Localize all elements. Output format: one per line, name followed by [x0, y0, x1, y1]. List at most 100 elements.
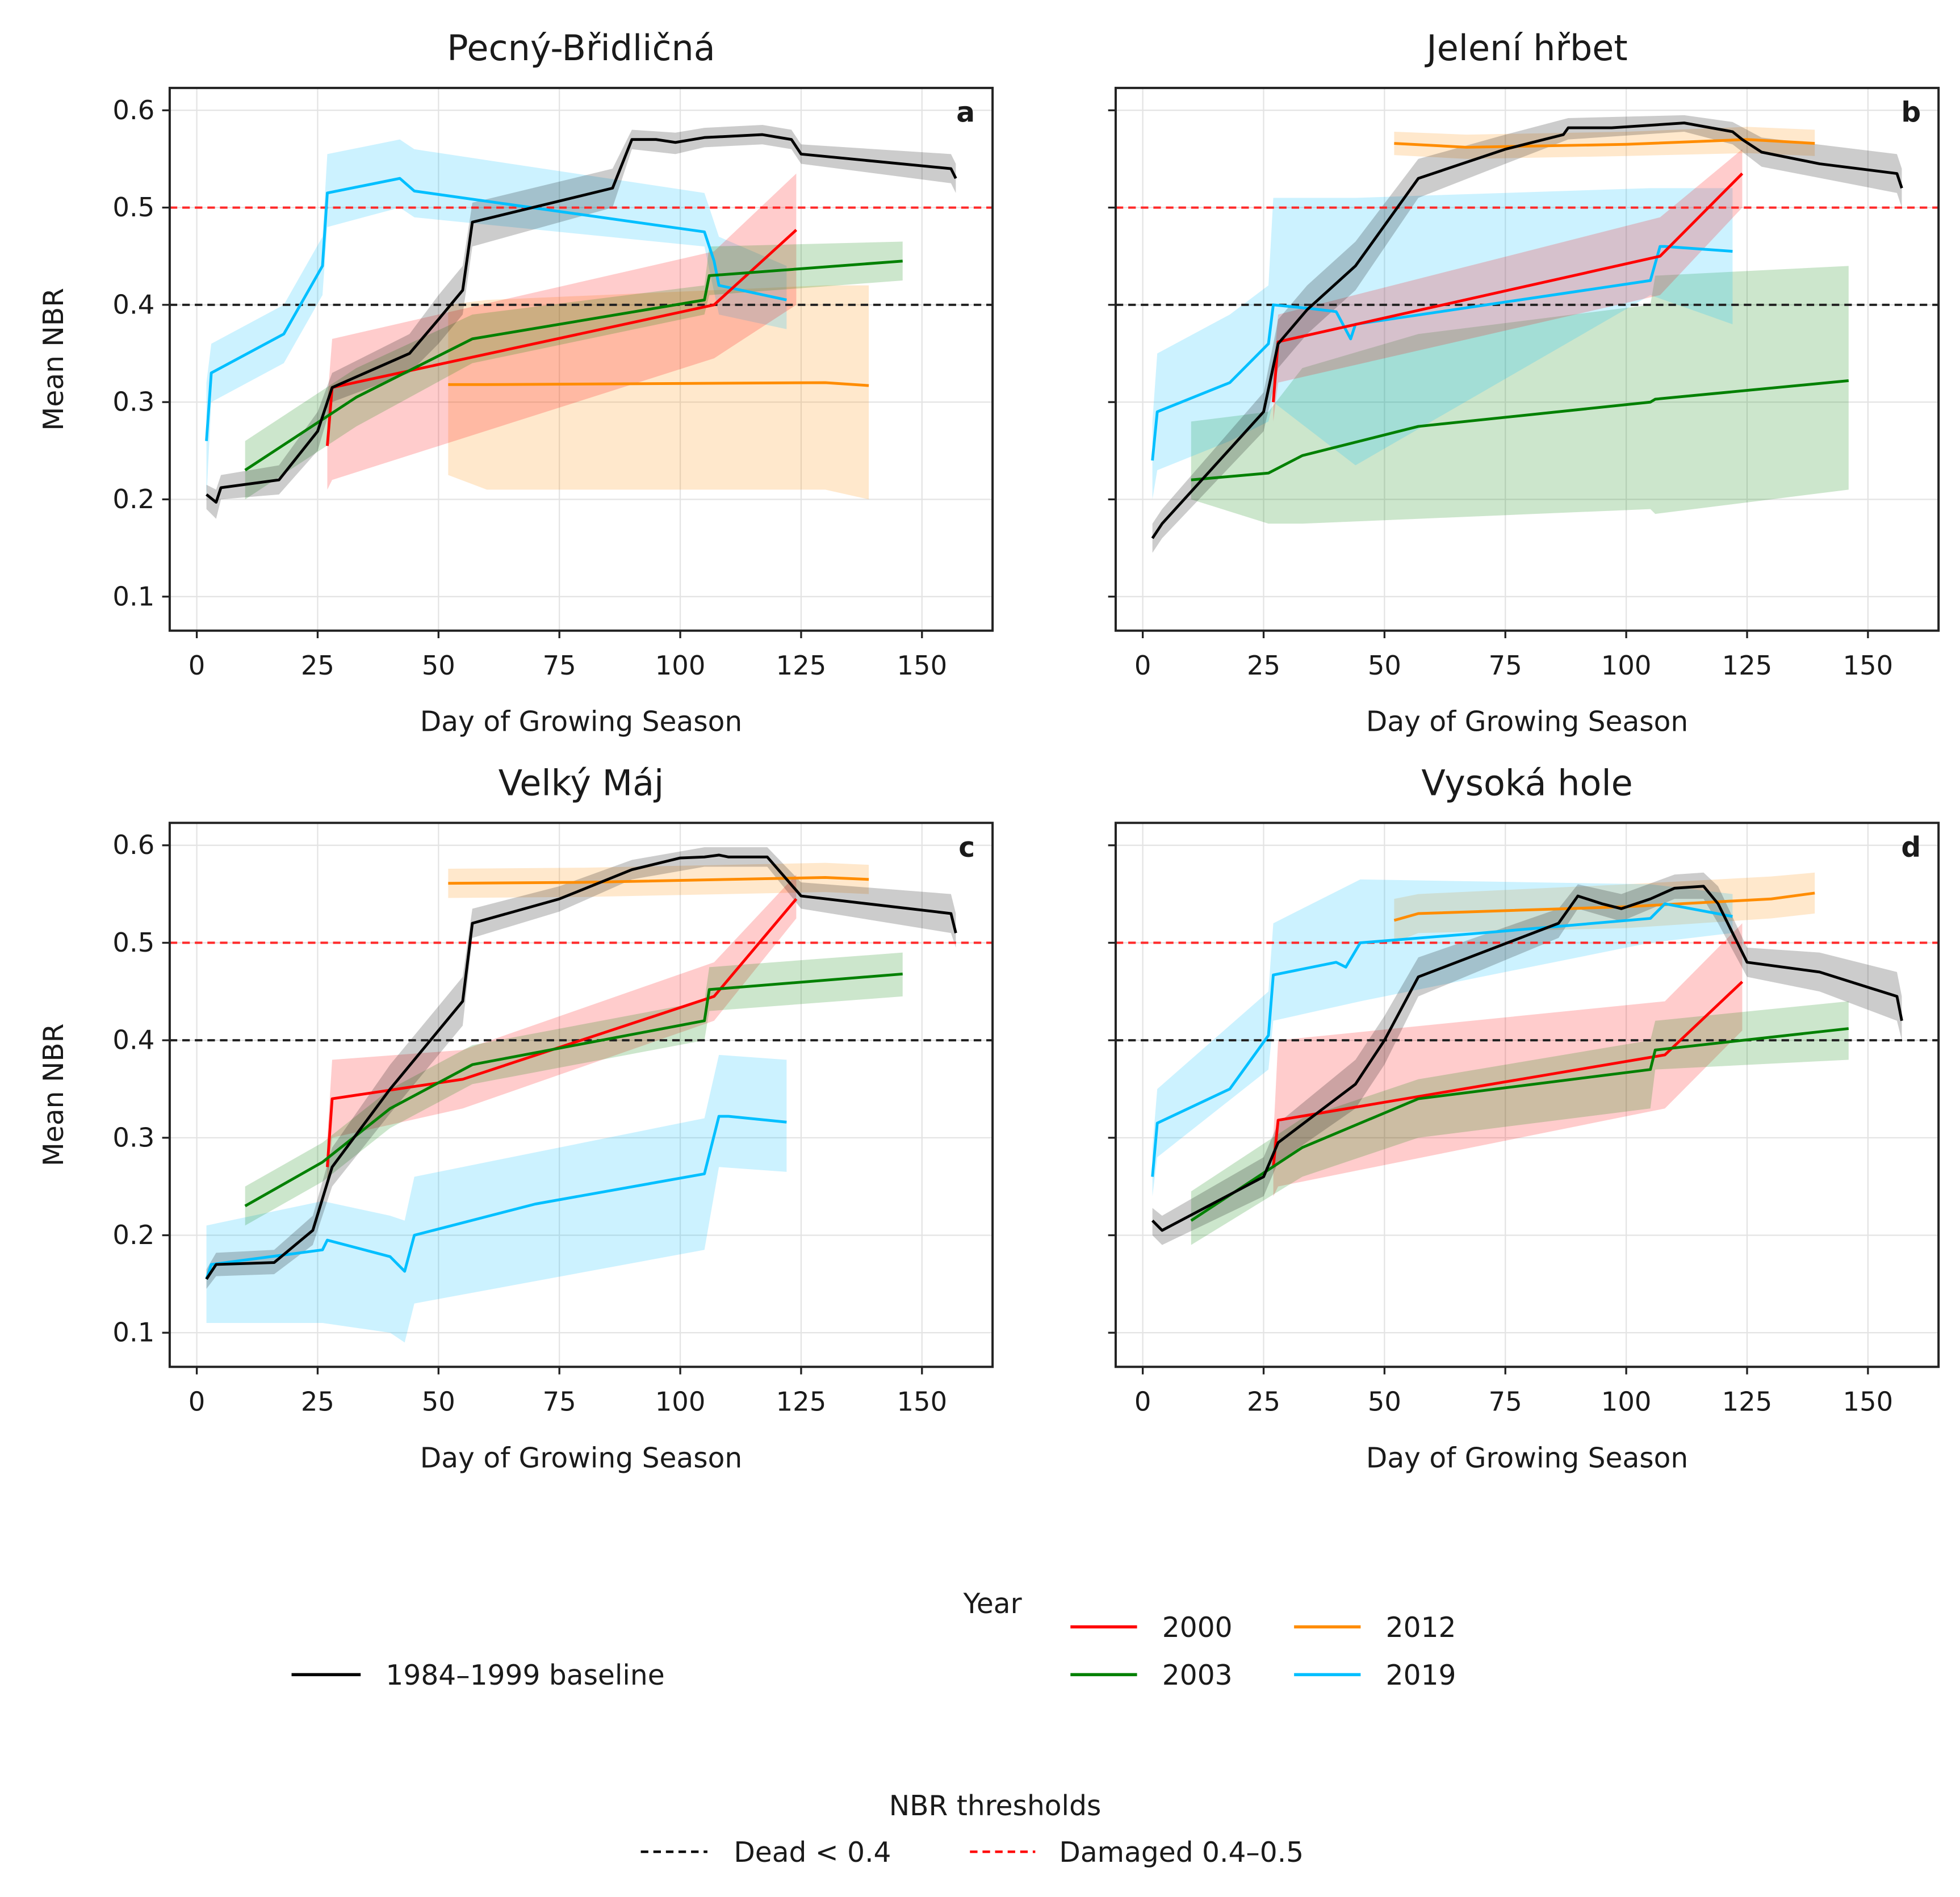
x-tick-label: 125 — [776, 650, 827, 681]
band-2019 — [206, 139, 787, 500]
panel-label: d — [1901, 832, 1921, 864]
band-2000 — [1273, 923, 1743, 1196]
band-2000 — [327, 173, 797, 490]
series-line-2012 — [1394, 138, 1815, 149]
panel-title: Pecný-Břidličná — [447, 27, 715, 69]
legend-label-2000: 2000 — [1162, 1612, 1233, 1644]
y-axis-label: Mean NBR — [38, 1023, 70, 1166]
panel-c: 0 25 50 75 100 125 150 0.1 0.2 0.3 0.4 0.5 0.6 Velký … — [38, 763, 994, 1474]
band-1984–1999-baseline — [206, 124, 956, 519]
x-tick-label: 125 — [1722, 1387, 1773, 1417]
y-tick-label: 0.3 — [112, 1122, 154, 1153]
x-axis-label: Day of Growing Season — [420, 1442, 742, 1474]
x-tick-label: 50 — [1368, 650, 1401, 681]
series-line-2003 — [244, 972, 903, 1208]
series-line-2019 — [1151, 245, 1733, 461]
x-tick-label: 50 — [1368, 1387, 1401, 1417]
series-line-2003 — [1190, 1027, 1849, 1222]
x-tick-label: 100 — [1601, 650, 1652, 681]
y-tick-label: 0.5 — [112, 927, 154, 958]
y-tick-label: 0.2 — [112, 1220, 154, 1250]
band-2000 — [1273, 149, 1743, 422]
band-1984–1999-baseline — [1152, 872, 1902, 1245]
x-tick-label: 75 — [543, 650, 576, 681]
x-tick-label: 125 — [776, 1387, 827, 1417]
y-tick-label: 0.4 — [112, 1025, 154, 1056]
band-2003 — [1191, 266, 1849, 524]
x-tick-label: 125 — [1722, 650, 1773, 681]
panel-label: b — [1901, 97, 1921, 129]
plot-area — [169, 124, 993, 519]
x-tick-label: 100 — [655, 650, 706, 681]
threshold-legend: NBR thresholds Dead < 0.4 Damaged 0.4–0.… — [640, 1790, 1304, 1869]
panel-label: c — [958, 832, 975, 864]
year-legend-title: Year — [963, 1588, 1022, 1620]
y-tick-label: 0.6 — [112, 830, 154, 860]
series-line-2019 — [205, 1115, 787, 1280]
x-tick-label: 0 — [189, 1387, 206, 1417]
x-axis-label: Day of Growing Season — [1366, 706, 1688, 738]
series-line-1984–1999-baseline — [1151, 122, 1903, 539]
panel-a: 0 25 50 75 100 125 150 0.1 0.2 0.3 0.4 0.5 0.6 Pecný-… — [38, 27, 994, 738]
plot-area — [169, 847, 993, 1343]
y-tick-label: 0.4 — [112, 289, 154, 320]
band-2003 — [1191, 1001, 1849, 1245]
series-line-2000 — [1272, 981, 1744, 1167]
y-axis-label: Mean NBR — [38, 288, 70, 431]
y-tick-label: 0.1 — [112, 581, 154, 612]
band-2000 — [327, 874, 797, 1187]
x-tick-label: 25 — [1247, 650, 1280, 681]
x-tick-label: 75 — [543, 1387, 576, 1417]
x-tick-label: 150 — [1843, 650, 1894, 681]
panel-label: a — [956, 97, 975, 129]
x-tick-label: 0 — [1134, 1387, 1151, 1417]
x-tick-label: 150 — [1843, 1387, 1894, 1417]
x-tick-label: 50 — [422, 1387, 455, 1417]
band-2019 — [1152, 188, 1733, 500]
series-line-2019 — [205, 177, 787, 441]
y-tick-label: 0.1 — [112, 1317, 154, 1348]
series-line-2012 — [448, 876, 869, 885]
panels: 0 25 50 75 100 125 150 0.1 0.2 0.3 0.4 0.5 0.6 Pecný-… — [38, 27, 1940, 1474]
plot-area — [1115, 115, 1939, 553]
series-line-1984–1999-baseline — [205, 853, 957, 1280]
x-tick-label: 150 — [897, 1387, 947, 1417]
x-tick-label: 25 — [301, 650, 334, 681]
x-tick-label: 0 — [1134, 650, 1151, 681]
legend-label-2012: 2012 — [1386, 1612, 1456, 1644]
legend-label-2019: 2019 — [1386, 1660, 1456, 1691]
panel-b: 0 25 50 75 100 125 150 Jelení hřbet b Day of Grow… — [1108, 27, 1940, 738]
x-axis-label: Day of Growing Season — [420, 706, 742, 738]
series-line-2003 — [1191, 379, 1849, 481]
band-1984–1999-baseline — [206, 847, 956, 1289]
x-tick-label: 75 — [1489, 1387, 1522, 1417]
series-line-2000 — [326, 898, 798, 1167]
x-tick-label: 75 — [1489, 650, 1522, 681]
series-line-1984–1999-baseline — [206, 133, 957, 504]
series-line-2000 — [326, 229, 798, 446]
series-line-2012 — [448, 381, 869, 387]
y-tick-label: 0.6 — [112, 95, 154, 125]
axes-frame — [1114, 822, 1940, 1368]
x-tick-label: 25 — [301, 1387, 334, 1417]
band-2019 — [1152, 879, 1733, 1196]
legend-label-2003: 2003 — [1162, 1660, 1233, 1691]
legend-label-baseline: 1984–1999 baseline — [386, 1660, 664, 1691]
panel-title: Velký Máj — [499, 763, 664, 804]
threshold-legend-title: NBR thresholds — [889, 1790, 1102, 1822]
axes-frame — [1114, 86, 1940, 632]
series-line-2003 — [244, 259, 903, 472]
x-tick-label: 25 — [1247, 1387, 1280, 1417]
x-tick-label: 50 — [422, 650, 455, 681]
y-tick-label: 0.2 — [112, 484, 154, 514]
legend-label-dead: Dead < 0.4 — [734, 1837, 891, 1869]
panel-title: Jelení hřbet — [1424, 27, 1627, 69]
series-line-2019 — [1151, 902, 1733, 1177]
band-1984–1999-baseline — [1152, 115, 1902, 553]
axes-frame — [168, 822, 994, 1368]
x-tick-label: 0 — [189, 650, 206, 681]
plot-area — [1115, 872, 1939, 1245]
series-line-1984–1999-baseline — [1151, 885, 1903, 1232]
axes-frame — [168, 86, 994, 632]
